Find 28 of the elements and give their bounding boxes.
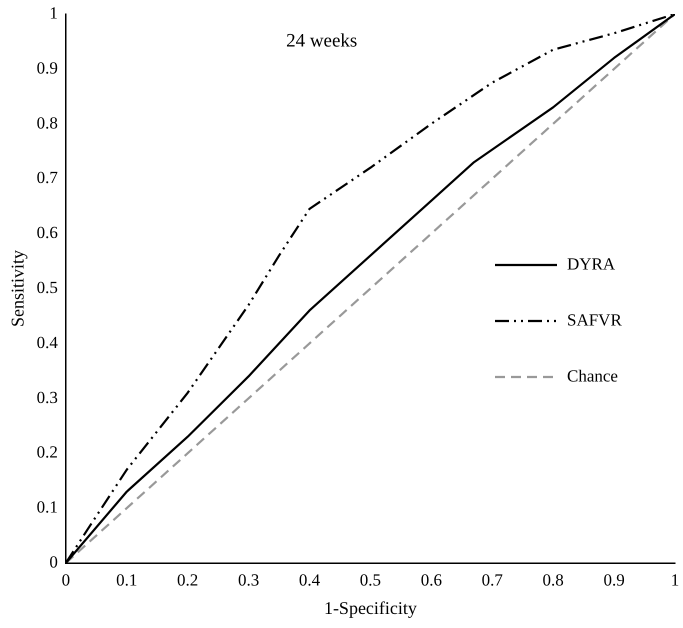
legend-label: Chance [567, 366, 618, 386]
x-tick-label: 0.8 [542, 570, 564, 590]
text: 24 weeks [286, 30, 358, 52]
x-tick-label: 0.5 [360, 570, 382, 590]
x-tick-label: 0.6 [420, 570, 442, 590]
x-tick-label: 0 [62, 570, 70, 590]
x-tick-label: 0.4 [298, 570, 321, 590]
y-axis-title: Sensitivity [8, 250, 28, 328]
x-axis-title: 1-Specificity [324, 598, 417, 618]
y-tick-label: 0.1 [36, 498, 58, 517]
y-tick-label: 0.2 [36, 442, 58, 462]
x-tick-label: 0.9 [603, 570, 625, 590]
x-tick-label: 0.1 [116, 570, 138, 590]
x-tick-label: 0.7 [482, 570, 504, 590]
x-tick-label: 0.3 [238, 570, 260, 590]
y-tick-label: 0 [49, 552, 58, 572]
y-tick-label: 0.8 [36, 113, 58, 132]
y-tick-label: 0.3 [36, 388, 58, 407]
y-tick-label: 0.4 [36, 332, 58, 352]
y-tick-label: 0.9 [36, 58, 58, 78]
legend-label: DYRA [567, 254, 616, 274]
y-tick-label: 0.6 [36, 223, 58, 242]
y-tick-label: 0.7 [36, 168, 58, 188]
legend-label: SAFVR [567, 310, 622, 330]
y-tick-label: 0.5 [36, 278, 58, 297]
x-tick-label: 1 [670, 570, 680, 590]
y-tick-label: 1 [49, 3, 58, 22]
x-tick-label: 0.2 [177, 570, 198, 590]
